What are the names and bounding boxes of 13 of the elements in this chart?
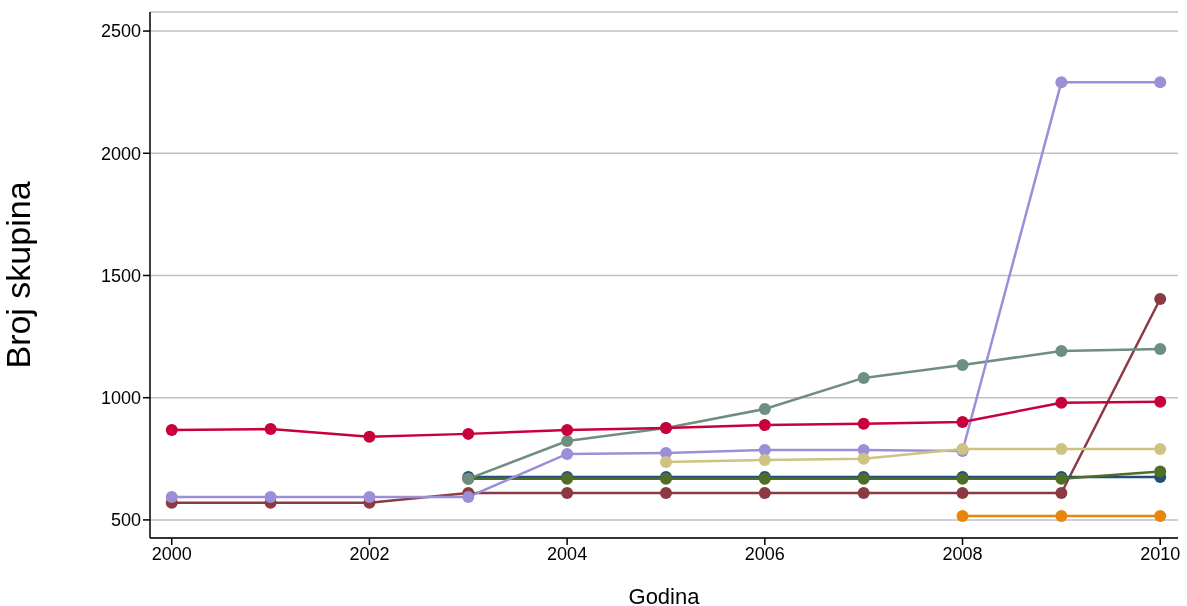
x-tick-label: 2000	[151, 543, 192, 564]
y-tick-label: 2500	[100, 21, 141, 42]
x-tick-label: 2006	[744, 543, 785, 564]
y-tick-label: 2000	[100, 143, 141, 164]
y-axis-title: Broj skupina	[0, 181, 38, 369]
x-tick-label: 2002	[349, 543, 390, 564]
x-tick-label: 2004	[547, 543, 588, 564]
x-tick-label: 2010	[1140, 543, 1181, 564]
y-tick-label: 500	[110, 510, 141, 531]
y-tick-label: 1500	[100, 265, 141, 286]
y-tick-label: 1000	[100, 388, 141, 409]
x-tick-label: 2008	[942, 543, 983, 564]
x-axis-title: Godina	[628, 584, 701, 606]
